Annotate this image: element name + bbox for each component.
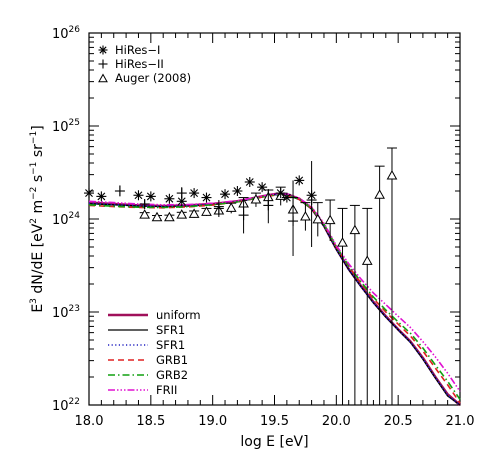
legend-line-label: FRII bbox=[156, 383, 177, 397]
y-tick-label: 1026 bbox=[52, 25, 80, 42]
series-layer bbox=[88, 192, 461, 406]
legend-marker-label: HiRes−II bbox=[115, 57, 164, 71]
hires1-point bbox=[281, 192, 292, 203]
x-tick-label: 18.0 bbox=[75, 414, 104, 429]
auger-point bbox=[164, 211, 175, 222]
auger-point bbox=[176, 209, 188, 219]
auger-point bbox=[139, 209, 151, 219]
x-tick-label: 20.0 bbox=[322, 414, 351, 429]
legend-line-label: GRB2 bbox=[156, 368, 188, 382]
data-points-layer bbox=[84, 147, 398, 405]
y-axis-title: E3 dN/dE [eV2 m−2 s−1 sr−1] bbox=[29, 125, 46, 312]
legend-marker-label: HiRes−I bbox=[115, 43, 160, 57]
legend-marker-hires2-icon bbox=[98, 59, 108, 69]
auger-point bbox=[250, 193, 262, 204]
hires2-point bbox=[238, 210, 249, 221]
x-axis-title: log E [eV] bbox=[240, 434, 308, 450]
hires2-point bbox=[139, 198, 150, 209]
y-tick-label: 1024 bbox=[52, 211, 80, 228]
hires1-point bbox=[306, 190, 317, 201]
hires2-point bbox=[263, 200, 274, 211]
legend-line-label: SFR1 bbox=[156, 338, 185, 352]
series-line-sfr1 bbox=[88, 193, 461, 406]
y-tick-label: 1025 bbox=[52, 118, 80, 135]
hires1-point bbox=[201, 192, 212, 203]
legend-line-label: uniform bbox=[156, 308, 201, 322]
hires1-point bbox=[133, 190, 144, 201]
auger-point bbox=[386, 169, 398, 180]
hires2-point bbox=[213, 203, 224, 214]
series-line-grb2 bbox=[88, 194, 461, 400]
hires1-point bbox=[232, 186, 243, 197]
y-tick-labels: 1022 1023 1024 1025 1026 bbox=[52, 25, 80, 414]
hires1-point bbox=[189, 188, 200, 199]
legend-marker-label: Auger (2008) bbox=[115, 71, 191, 85]
auger-point bbox=[374, 189, 385, 199]
legend-line-label: SFR1 bbox=[156, 323, 185, 337]
hires1-point bbox=[145, 191, 156, 202]
hires1-point bbox=[96, 191, 107, 202]
axis-ticks bbox=[88, 32, 461, 406]
y-tick-label: 1023 bbox=[52, 304, 80, 321]
auger-point bbox=[361, 255, 373, 265]
x-tick-label: 21.0 bbox=[446, 414, 475, 429]
hires1-point bbox=[275, 188, 286, 199]
auger-point bbox=[151, 211, 163, 222]
hires2-point bbox=[288, 216, 299, 227]
hires1-point bbox=[220, 189, 231, 200]
x-tick-label: 20.5 bbox=[384, 414, 413, 429]
x-tick-label: 18.5 bbox=[136, 414, 165, 429]
series-line-grb1 bbox=[88, 194, 461, 404]
auger-point bbox=[300, 211, 311, 221]
y-tick-label: 1022 bbox=[52, 397, 80, 414]
series-line-uniform bbox=[88, 192, 461, 406]
auger-point bbox=[312, 213, 324, 224]
x-tick-label: 19.0 bbox=[198, 414, 227, 429]
auger-point bbox=[337, 237, 348, 247]
hires1-point bbox=[164, 193, 175, 204]
auger-point bbox=[188, 208, 200, 218]
auger-point bbox=[225, 202, 237, 212]
hires1-point bbox=[244, 176, 255, 187]
legend-marker-auger-icon bbox=[98, 73, 108, 83]
legend-line-label: GRB1 bbox=[156, 353, 188, 367]
legend-marker-hires1-icon bbox=[98, 45, 108, 55]
hires1-point bbox=[294, 175, 305, 186]
hires1-point bbox=[257, 182, 268, 193]
auger-point bbox=[349, 224, 361, 235]
x-tick-labels: 18.0 18.5 19.0 19.5 20.0 20.5 21.0 bbox=[75, 414, 475, 429]
hires1-point bbox=[84, 188, 94, 199]
x-tick-label: 19.5 bbox=[260, 414, 289, 429]
auger-point bbox=[201, 206, 212, 216]
auger-point bbox=[324, 214, 336, 225]
series-line-frii bbox=[88, 193, 461, 392]
series-line-sfr1 bbox=[88, 194, 461, 406]
plot-frame bbox=[88, 32, 461, 406]
hires1-point bbox=[176, 196, 187, 207]
hires2-point bbox=[114, 186, 125, 197]
